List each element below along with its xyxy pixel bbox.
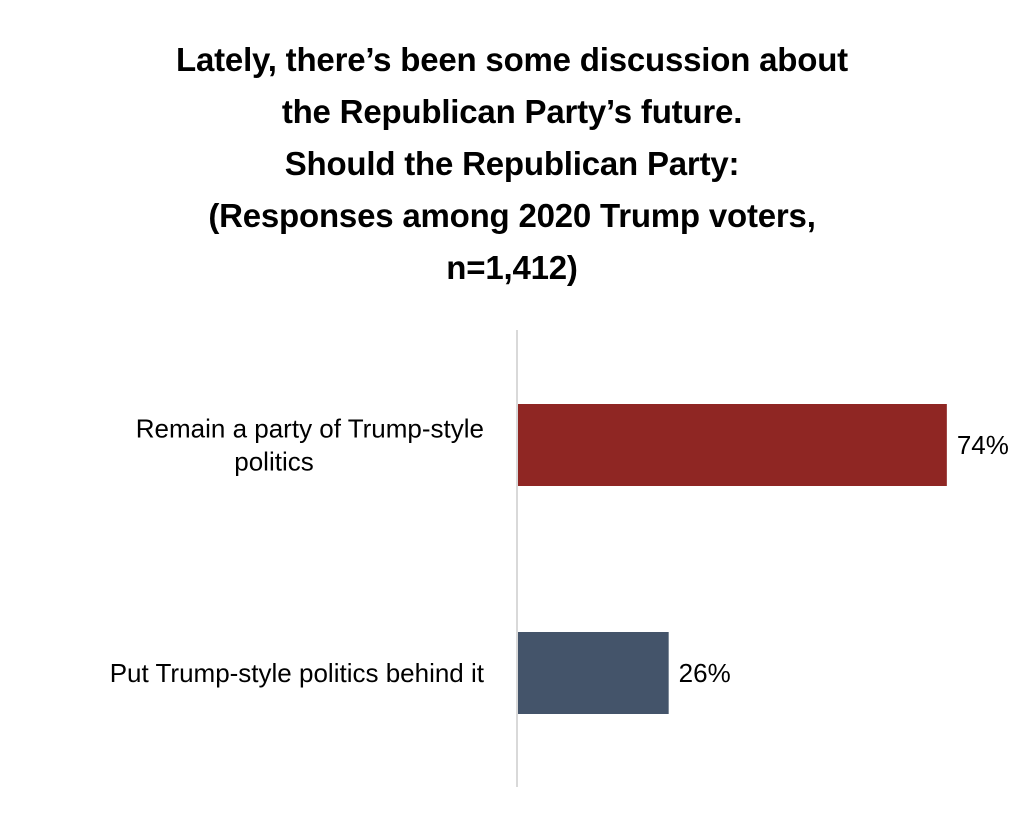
chart-title-line: n=1,412)	[446, 249, 578, 286]
chart-title-line: (Responses among 2020 Trump voters,	[208, 197, 816, 234]
chart-title-line: Should the Republican Party:	[284, 145, 740, 182]
chart-title-line: the Republican Party’s future.	[281, 93, 743, 130]
category-label-1-line-1: Remain a party of Trump-style	[136, 414, 484, 444]
chart-title: Lately, there’s been some discussion abo…	[0, 34, 1024, 294]
category-label-1-line-2: politics	[234, 447, 313, 477]
value-label-2: 26%	[679, 658, 731, 688]
chart-title-line: Lately, there’s been some discussion abo…	[176, 41, 848, 78]
bar-1	[518, 404, 947, 486]
value-label-1: 74%	[957, 430, 1009, 460]
bar-2	[518, 632, 669, 714]
category-label-2-line-1: Put Trump-style politics behind it	[110, 658, 485, 688]
